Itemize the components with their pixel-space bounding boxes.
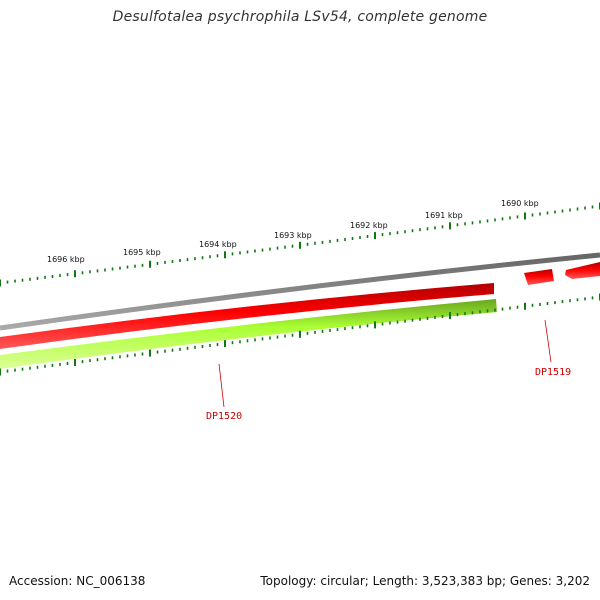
scale-label-1690: 1690 kbp: [501, 199, 539, 208]
scale-label-1692: 1692 kbp: [350, 221, 388, 230]
gene-label-dp1520-group[interactable]: DP1520: [206, 363, 242, 422]
genome-backbone: [0, 252, 600, 331]
scale-labels: 1696 kbp 1695 kbp 1694 kbp 1693 kbp 1692…: [47, 199, 539, 264]
gene-label-dp1520[interactable]: DP1520: [206, 411, 242, 422]
reverse-strand-band: [0, 299, 497, 369]
scale-label-1695: 1695 kbp: [123, 248, 161, 257]
scale-label-1693: 1693 kbp: [274, 231, 312, 240]
scale-label-1696: 1696 kbp: [47, 255, 85, 264]
gene-partial-feature[interactable]: [565, 262, 600, 279]
accession-text: Accession: NC_006138: [9, 574, 146, 588]
inner-scale-ticks: [0, 293, 600, 376]
gene-label-dp1519[interactable]: DP1519: [535, 367, 571, 378]
gene-dp1520-feature[interactable]: [0, 283, 494, 349]
scale-label-1691: 1691 kbp: [425, 211, 463, 220]
page-title: Desulfotalea psychrophila LSv54, complet…: [112, 9, 488, 25]
gene-label-dp1519-group[interactable]: DP1519: [535, 319, 571, 378]
outer-scale-ticks: [0, 202, 600, 287]
genome-stats-text: Topology: circular; Length: 3,523,383 bp…: [260, 574, 590, 588]
gene-dp1519-feature[interactable]: [524, 269, 554, 285]
scale-label-1694: 1694 kbp: [199, 240, 237, 249]
